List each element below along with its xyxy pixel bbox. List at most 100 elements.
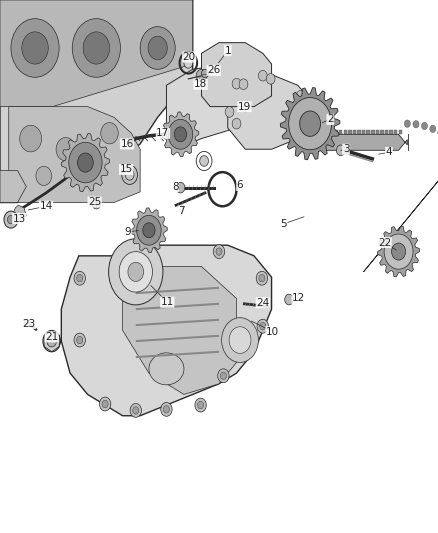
- Text: 1: 1: [224, 46, 231, 55]
- Text: 20: 20: [183, 52, 196, 62]
- Circle shape: [384, 234, 413, 269]
- Circle shape: [289, 98, 332, 150]
- Circle shape: [266, 74, 275, 84]
- Polygon shape: [228, 75, 307, 149]
- Circle shape: [143, 223, 155, 238]
- Text: 21: 21: [45, 332, 58, 342]
- Polygon shape: [13, 205, 26, 220]
- Bar: [362, 130, 365, 134]
- Circle shape: [148, 36, 167, 60]
- Circle shape: [43, 330, 60, 352]
- Polygon shape: [0, 0, 193, 107]
- Bar: [321, 130, 324, 134]
- Text: 19: 19: [238, 102, 251, 111]
- Polygon shape: [61, 245, 272, 416]
- Circle shape: [20, 125, 42, 152]
- Bar: [348, 130, 352, 134]
- Circle shape: [137, 215, 161, 245]
- Polygon shape: [162, 112, 199, 157]
- Circle shape: [125, 169, 134, 180]
- Text: 5: 5: [280, 219, 287, 229]
- Text: 6: 6: [237, 181, 244, 190]
- Circle shape: [36, 166, 52, 185]
- Bar: [389, 130, 393, 134]
- Circle shape: [218, 369, 229, 383]
- Bar: [343, 130, 347, 134]
- Circle shape: [101, 123, 118, 144]
- Bar: [367, 130, 370, 134]
- Circle shape: [176, 182, 185, 193]
- Text: 17: 17: [156, 128, 170, 138]
- Circle shape: [260, 322, 266, 330]
- Circle shape: [24, 319, 30, 327]
- Bar: [376, 130, 379, 134]
- Bar: [371, 130, 374, 134]
- Circle shape: [4, 211, 18, 228]
- Circle shape: [174, 127, 187, 142]
- Bar: [334, 130, 338, 134]
- Polygon shape: [201, 43, 272, 107]
- Text: 16: 16: [120, 139, 134, 149]
- Text: 8: 8: [172, 182, 179, 191]
- Polygon shape: [364, 128, 438, 272]
- Bar: [380, 130, 384, 134]
- Circle shape: [83, 32, 110, 64]
- Bar: [307, 130, 310, 134]
- Bar: [353, 130, 356, 134]
- Bar: [394, 130, 398, 134]
- Circle shape: [229, 327, 251, 353]
- Polygon shape: [9, 107, 140, 203]
- Bar: [311, 130, 315, 134]
- Circle shape: [300, 111, 321, 136]
- Circle shape: [11, 19, 59, 77]
- Polygon shape: [0, 0, 193, 203]
- Circle shape: [74, 333, 85, 347]
- Circle shape: [198, 401, 204, 409]
- Circle shape: [232, 118, 241, 129]
- Circle shape: [99, 397, 111, 411]
- Polygon shape: [302, 134, 407, 150]
- Circle shape: [213, 245, 225, 259]
- Text: 7: 7: [178, 206, 185, 216]
- Text: 26: 26: [207, 66, 220, 75]
- Circle shape: [297, 118, 306, 129]
- Text: 2: 2: [327, 115, 334, 124]
- Bar: [316, 130, 319, 134]
- Circle shape: [163, 406, 170, 413]
- Circle shape: [78, 153, 93, 172]
- Circle shape: [168, 119, 193, 149]
- Text: 12: 12: [292, 294, 305, 303]
- Bar: [357, 130, 361, 134]
- Text: 24: 24: [256, 298, 269, 308]
- Circle shape: [72, 19, 120, 77]
- Circle shape: [404, 120, 410, 127]
- Circle shape: [257, 319, 268, 333]
- Bar: [330, 130, 333, 134]
- Circle shape: [102, 400, 108, 408]
- Polygon shape: [280, 87, 340, 160]
- Circle shape: [109, 239, 163, 305]
- Polygon shape: [378, 226, 420, 277]
- Bar: [325, 130, 328, 134]
- Ellipse shape: [149, 353, 184, 385]
- Circle shape: [128, 262, 144, 281]
- Circle shape: [161, 402, 172, 416]
- Circle shape: [74, 271, 85, 285]
- Circle shape: [239, 79, 248, 90]
- Circle shape: [133, 407, 139, 414]
- Bar: [385, 130, 389, 134]
- Circle shape: [392, 243, 406, 260]
- Bar: [399, 130, 402, 134]
- Circle shape: [184, 58, 193, 68]
- Polygon shape: [123, 266, 237, 394]
- Circle shape: [92, 198, 101, 209]
- Text: 14: 14: [39, 201, 53, 211]
- Circle shape: [296, 91, 305, 101]
- Circle shape: [200, 156, 208, 166]
- Circle shape: [413, 120, 419, 128]
- Circle shape: [259, 274, 265, 282]
- Text: 23: 23: [22, 319, 35, 328]
- Circle shape: [220, 372, 226, 379]
- Circle shape: [222, 318, 258, 362]
- Text: 4: 4: [385, 148, 392, 157]
